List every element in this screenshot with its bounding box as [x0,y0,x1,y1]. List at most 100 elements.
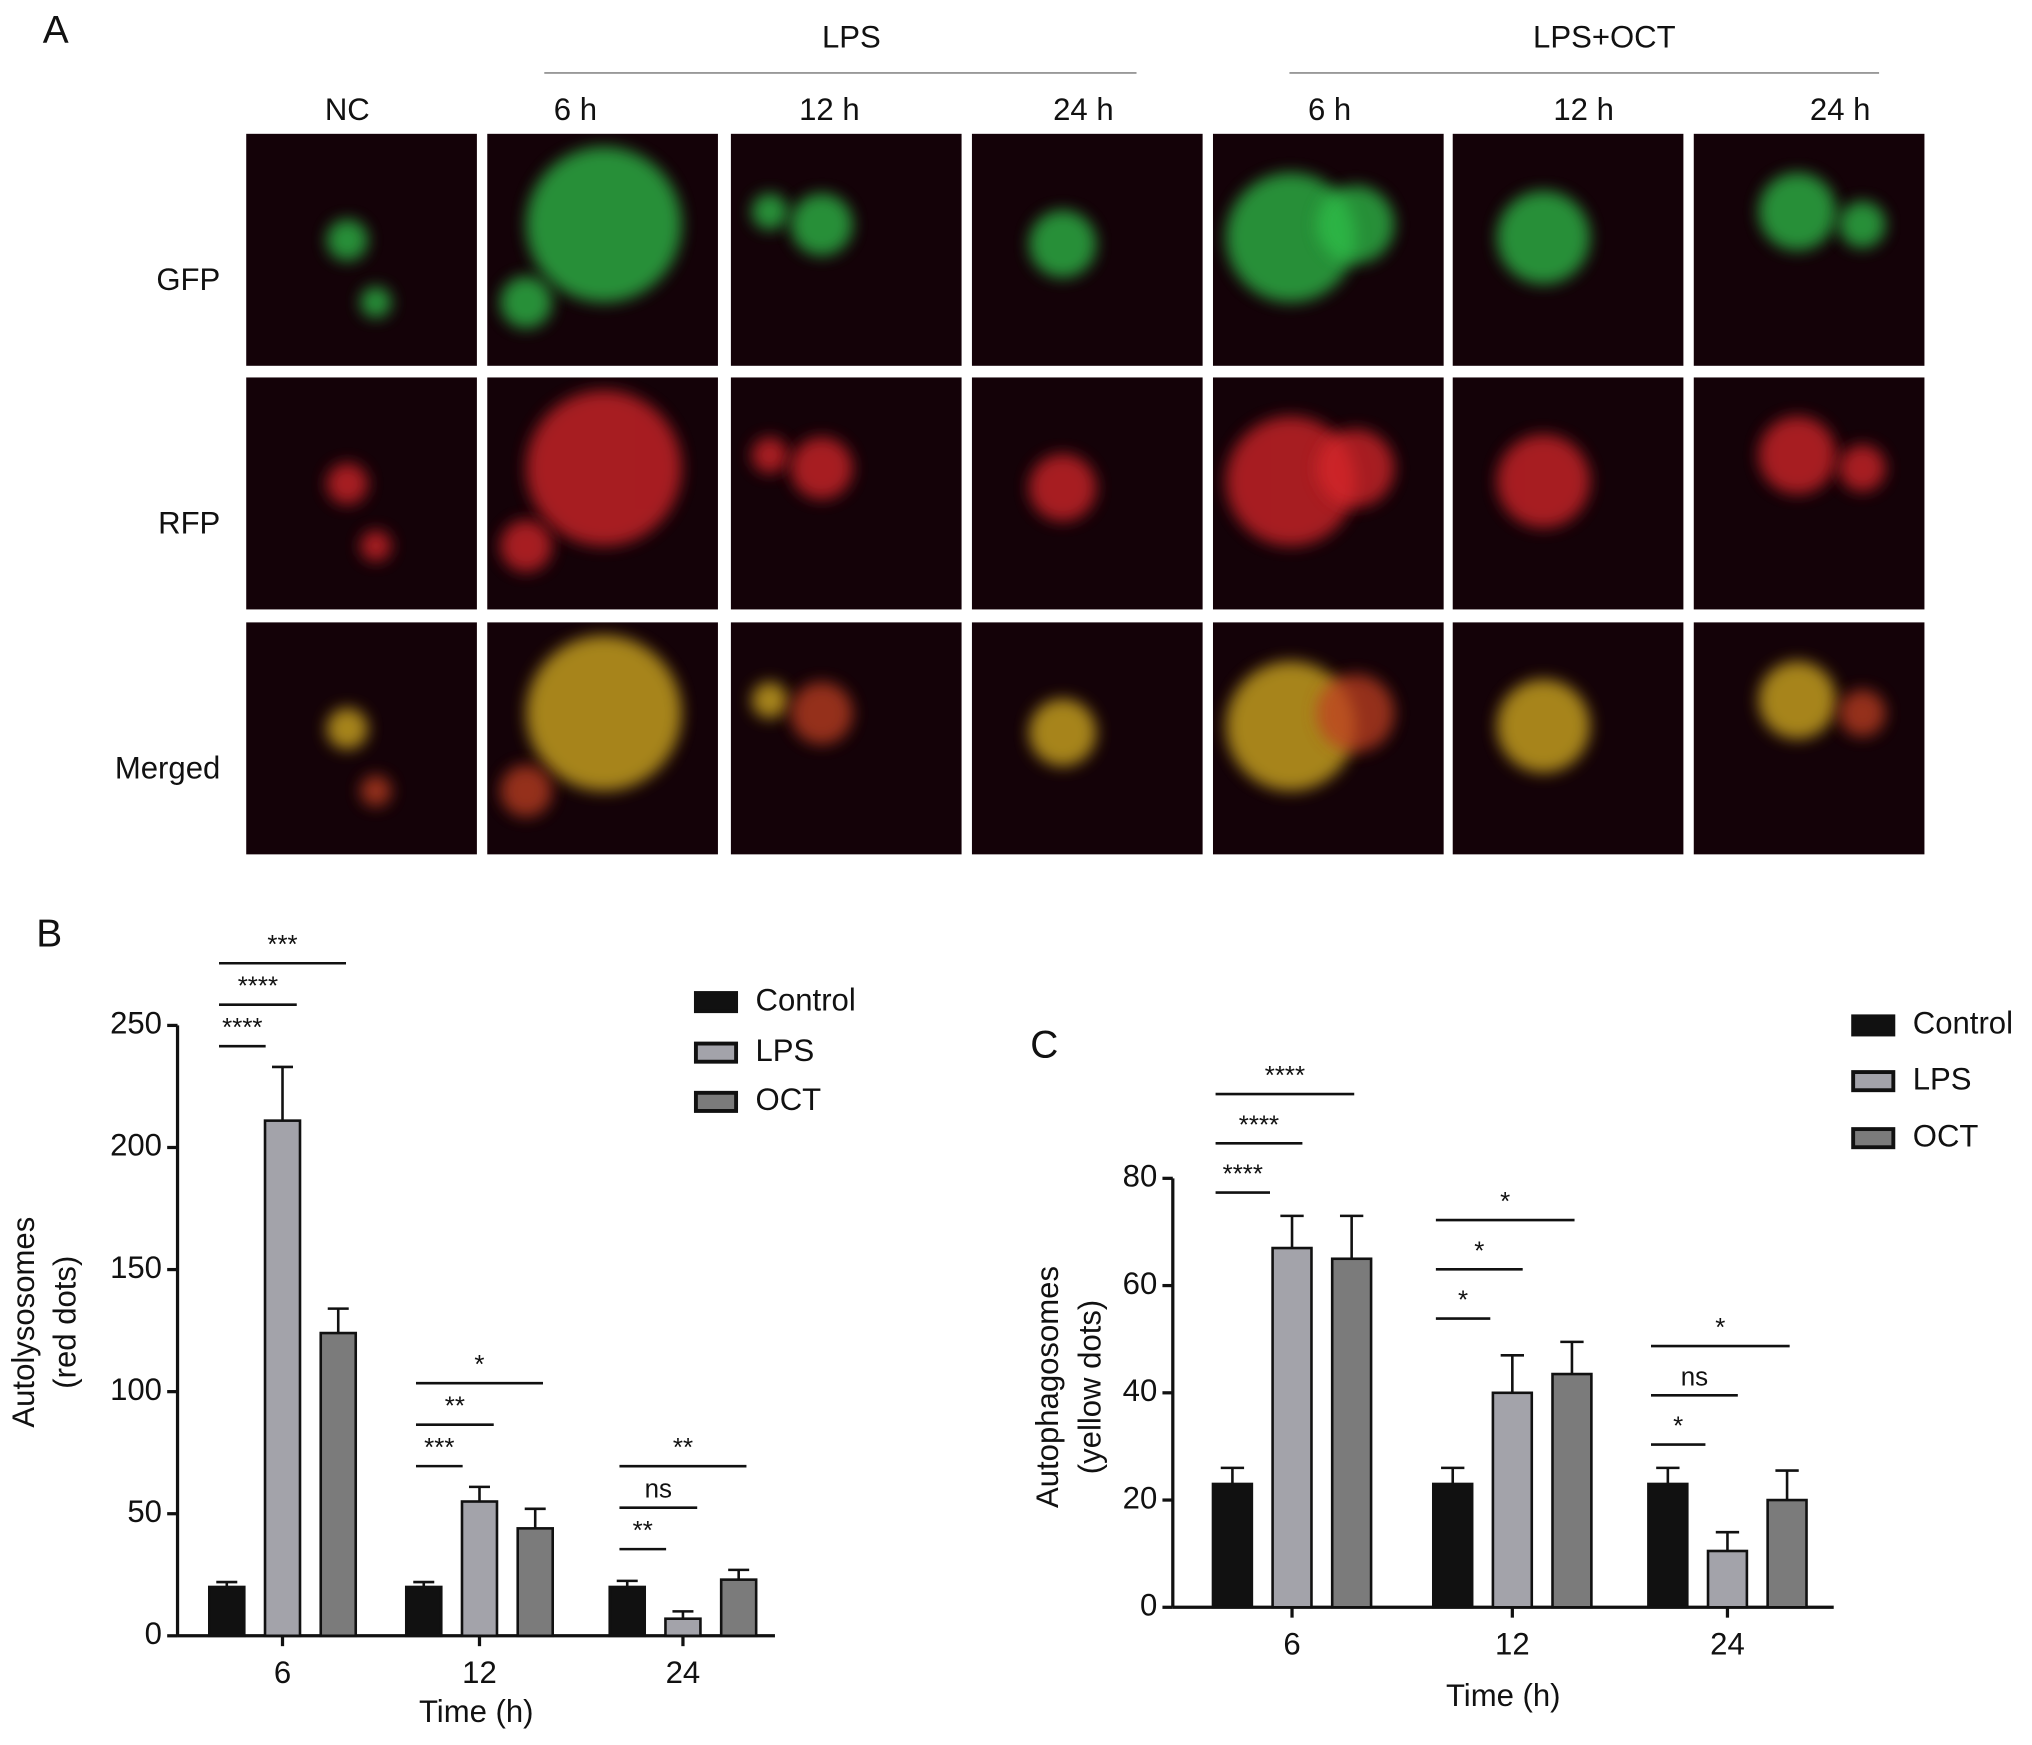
micrograph [971,133,1203,366]
micrograph-bg [730,377,962,610]
significance-label: * [1715,1314,1725,1342]
cells [1028,453,1097,522]
cell [1838,689,1886,737]
micrograph [487,622,718,855]
column-label: 6 h [1308,92,1351,127]
cell [1028,698,1097,767]
significance-label: *** [267,931,297,959]
bar [404,1585,443,1638]
micrograph [1212,377,1444,610]
micrograph [730,133,962,366]
cells [326,462,392,562]
cell [360,775,392,807]
micrograph [730,377,962,610]
cells [1758,172,1886,251]
cells [326,219,392,318]
cell [1838,201,1886,248]
significance-label: **** [1223,1161,1263,1189]
cell [1316,429,1395,508]
panel-label: A [43,9,69,52]
cell [326,219,369,261]
bar [1766,1498,1808,1609]
x-tick-label: 6 [274,1655,291,1690]
cells [751,437,853,500]
y-tick-label: 100 [110,1372,162,1407]
cells [1028,698,1097,767]
micrograph [1212,133,1444,366]
cell [500,520,553,572]
legend-label: OCT [1913,1118,1979,1153]
significance-label: ** [633,1517,653,1545]
cells [500,146,682,329]
cells [1758,661,1886,740]
significance-label: ns [645,1476,672,1504]
bar [263,1119,302,1638]
cell [790,193,853,256]
cell [751,193,788,230]
micrograph [1693,377,1925,610]
cells [1496,190,1591,285]
cells [751,193,853,256]
micrograph [1452,133,1684,366]
micrograph [246,133,477,366]
y-tick-label: 80 [1123,1159,1158,1194]
cell [526,635,682,791]
cell [790,682,853,745]
column-label: 6 h [554,92,597,127]
cell [526,146,682,303]
significance-label: ** [673,1434,693,1462]
y-tick-label: 20 [1123,1480,1158,1515]
y-axis-label: Autophagosomes [1030,1266,1065,1508]
column-label: 24 h [1810,92,1871,127]
micrograph [246,622,477,855]
column-label: NC [325,92,370,127]
cell [526,390,682,546]
bar [1551,1372,1593,1609]
bar [1647,1482,1689,1609]
bar [1271,1246,1313,1609]
cell [1028,453,1097,522]
cell [1028,210,1097,278]
y-tick-label: 60 [1123,1266,1158,1301]
cells [326,707,392,807]
micrograph-bg [1693,133,1925,366]
cells [1758,416,1886,495]
row-label: Merged [115,750,220,785]
cell [1758,172,1837,251]
x-tick-label: 12 [1495,1626,1530,1661]
legend-swatch [1851,1070,1896,1093]
cell [1316,674,1395,752]
x-axis-label: Time (h) [419,1694,534,1729]
bar [1706,1549,1749,1609]
row-label: GFP [156,262,220,297]
significance-label: * [474,1351,484,1379]
y-axis-label: Autolysosomes [6,1217,41,1428]
cell [1316,185,1395,264]
micrograph-bg [1693,622,1925,855]
y-tick-label: 150 [110,1250,162,1285]
significance-label: **** [1265,1062,1305,1090]
legend-label: LPS [1913,1061,1972,1096]
micrograph [246,377,477,610]
cells [1496,434,1591,528]
micrograph [1693,133,1925,366]
y-tick-label: 200 [110,1128,162,1163]
cell [326,462,369,505]
cell [326,707,369,750]
significance-label: *** [424,1434,454,1462]
cells [1225,661,1395,791]
bar [460,1500,499,1638]
cell [1496,434,1591,528]
cells [1028,210,1097,278]
cells [1496,679,1591,773]
significance-label: **** [238,973,278,1001]
micrograph [1693,622,1925,855]
group-label: LPS [822,19,881,54]
micrograph [1452,377,1684,610]
significance-label: * [1458,1287,1468,1315]
legend-swatch [693,991,739,1014]
x-tick-label: 24 [666,1655,701,1690]
y-tick-label: 250 [110,1006,162,1041]
bar [1211,1482,1254,1609]
